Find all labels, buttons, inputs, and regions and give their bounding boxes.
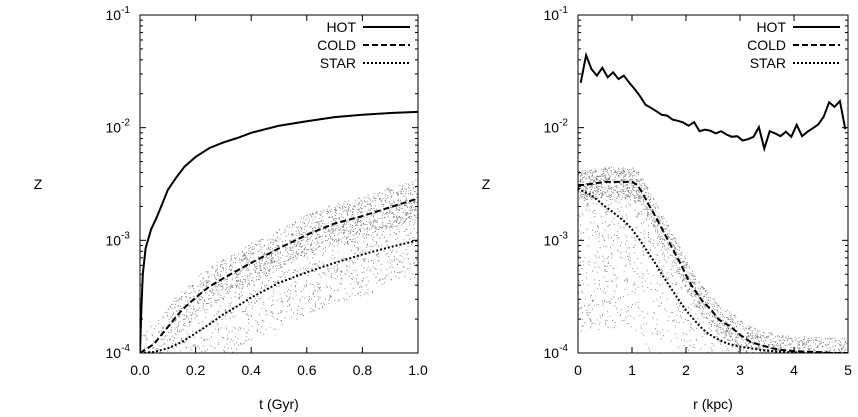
y-tick-label: 10-3 <box>106 230 131 248</box>
legend-label-star: STAR <box>320 55 356 71</box>
axis-ticks: 0 1 2 3 4 5 10-1 10-2 10-3 10-4 <box>544 5 853 378</box>
axis-ticks: 0.0 0.2 0.4 0.6 0.8 1.0 10-1 10-2 10-3 10-4 <box>106 5 428 378</box>
x-tick-label: 0.8 <box>353 362 373 378</box>
y-tick-label: 10-4 <box>544 343 569 361</box>
series-line-hot <box>579 51 847 153</box>
left-panel: 0.0 0.2 0.4 0.6 0.8 1.0 10-1 10-2 10-3 10-4 HOT CO… <box>34 5 428 412</box>
series-line-cold <box>578 180 848 353</box>
series-line-star <box>578 187 848 353</box>
legend-label-cold: COLD <box>317 37 356 53</box>
particle-scatter <box>578 166 848 353</box>
scatter-points <box>140 179 418 353</box>
series-line-hot <box>140 110 418 353</box>
series-lines <box>578 51 848 353</box>
y-axis-label: Z <box>34 176 43 192</box>
x-tick-label: 4 <box>790 362 798 378</box>
legend-label-hot: HOT <box>326 19 356 35</box>
x-tick-label: 5 <box>844 362 852 378</box>
right-panel: 0 1 2 3 4 5 10-1 10-2 10-3 10-4 HOT COLD STAR r (kp… <box>482 5 852 412</box>
x-tick-label: 2 <box>682 362 690 378</box>
y-tick-label: 10-1 <box>544 5 569 23</box>
particle-scatter <box>140 179 418 353</box>
legend-label-hot: HOT <box>756 19 786 35</box>
scatter-points <box>578 166 848 353</box>
y-axis-label: Z <box>482 176 491 192</box>
x-tick-label: 0 <box>574 362 582 378</box>
x-tick-label: 1.0 <box>408 362 428 378</box>
x-axis-label: r (kpc) <box>693 396 733 412</box>
plot-frame <box>139 14 419 354</box>
x-axis-label: t (Gyr) <box>259 396 299 412</box>
y-tick-label: 10-4 <box>106 343 131 361</box>
x-tick-label: 0.2 <box>186 362 206 378</box>
x-tick-label: 3 <box>736 362 744 378</box>
series-line-star <box>140 239 418 353</box>
series-lines <box>140 110 418 353</box>
y-tick-label: 10-3 <box>544 230 569 248</box>
x-tick-label: 0.4 <box>241 362 261 378</box>
legend-label-cold: COLD <box>747 37 786 53</box>
x-tick-label: 1 <box>628 362 636 378</box>
y-tick-label: 10-2 <box>544 118 569 136</box>
y-tick-label: 10-2 <box>106 118 131 136</box>
legend: HOT COLD STAR <box>317 19 410 71</box>
y-tick-label: 10-1 <box>106 5 131 23</box>
plot-frame <box>577 14 849 354</box>
series-line-cold <box>140 197 418 353</box>
x-tick-label: 0.6 <box>297 362 317 378</box>
legend-label-star: STAR <box>750 55 786 71</box>
x-tick-label: 0.0 <box>130 362 150 378</box>
legend: HOT COLD STAR <box>747 19 840 71</box>
